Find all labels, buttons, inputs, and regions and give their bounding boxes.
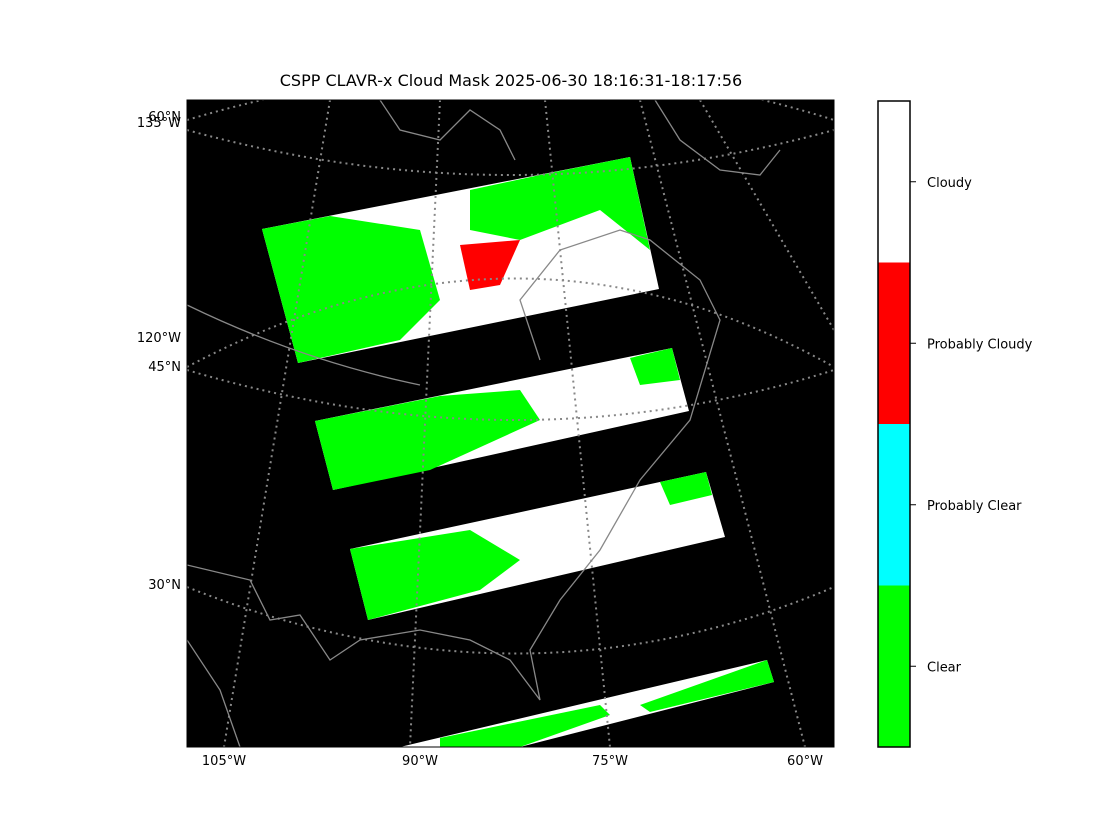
coastline — [187, 229, 721, 701]
colorbar-segment — [878, 101, 910, 263]
lon-label: 60°W — [787, 754, 823, 769]
lon-label: 105°W — [202, 754, 246, 769]
coastline — [379, 100, 516, 161]
colorbar-label: Cloudy — [927, 176, 972, 191]
lon-label: 120°W — [137, 331, 181, 346]
swath-probably-cloudy — [460, 240, 520, 290]
colorbar-label: Clear — [927, 660, 962, 675]
graticule — [187, 100, 834, 747]
parallel — [187, 277, 834, 368]
colorbar-label: Probably Cloudy — [927, 337, 1033, 352]
parallel — [187, 586, 834, 655]
swath-clear — [315, 390, 540, 490]
lon-label: 135°W — [137, 116, 181, 131]
coastline — [187, 639, 241, 747]
swath-clear — [640, 660, 774, 712]
lat-label: 45°N — [148, 360, 181, 375]
colorbar-segment — [878, 585, 910, 747]
swath-clear — [440, 705, 610, 747]
swath-clear — [660, 472, 712, 505]
colorbar-segment — [878, 424, 910, 586]
swath-clear — [350, 530, 520, 620]
map-title: CSPP CLAVR-x Cloud Mask 2025-06-30 18:16… — [280, 71, 742, 90]
parallel — [187, 369, 834, 421]
swath — [400, 660, 774, 747]
lon-label: 75°W — [592, 754, 628, 769]
swaths — [262, 157, 774, 747]
meridian — [544, 100, 611, 747]
map-frame — [186, 99, 835, 748]
colorbar-frame — [877, 100, 911, 748]
map-content — [187, 100, 834, 747]
colorbar-segment — [878, 262, 910, 424]
swath-clear — [262, 216, 440, 363]
colorbar: Cloudy Probably Cloudy Probably Clear Clear — [877, 100, 1033, 748]
meridian — [223, 100, 331, 747]
colorbar-label: Probably Clear — [927, 499, 1022, 514]
lat-label: 60°N — [148, 110, 181, 125]
lat-label: 30°N — [148, 578, 181, 593]
coastlines — [187, 100, 781, 747]
swath-clear — [470, 157, 650, 250]
meridian — [699, 100, 834, 331]
border — [187, 304, 421, 386]
lon-label: 90°W — [402, 754, 438, 769]
swath-clear — [630, 348, 680, 385]
coastline — [654, 100, 781, 176]
